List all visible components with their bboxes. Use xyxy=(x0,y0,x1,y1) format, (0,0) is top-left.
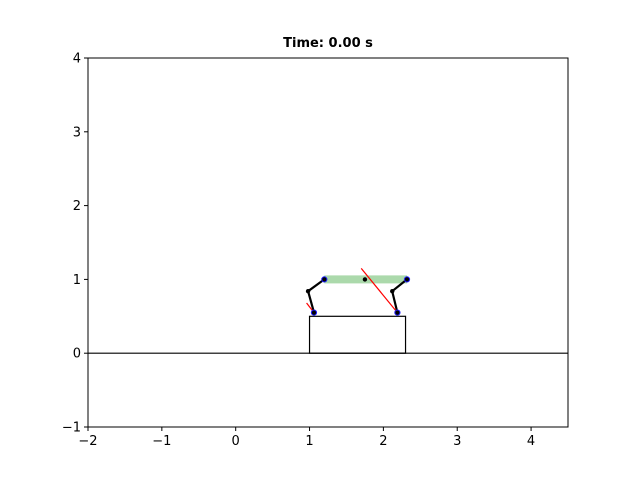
joint-blue-1 xyxy=(321,276,328,283)
box-obstacle xyxy=(308,315,407,354)
x-tick-label: 1 xyxy=(305,434,313,449)
y-tick-label: 1 xyxy=(73,273,81,288)
plot-area xyxy=(88,267,568,354)
joint-black-1 xyxy=(305,289,311,294)
joint-black-2 xyxy=(390,289,395,294)
joint-blue-2 xyxy=(403,276,411,283)
y-tick-label: −1 xyxy=(62,421,81,436)
y-axis: −1 0 1 2 3 4 xyxy=(62,52,88,436)
y-tick-label: 0 xyxy=(73,347,81,362)
x-tick-label: 0 xyxy=(232,434,240,449)
y-tick-label: 2 xyxy=(73,199,81,214)
y-tick-label: 4 xyxy=(73,52,81,67)
x-tick-label: 3 xyxy=(453,434,461,449)
joint-black-3 xyxy=(362,277,368,282)
x-tick-label: 2 xyxy=(379,434,387,449)
x-axis: −2 −1 0 1 2 3 4 xyxy=(78,427,535,449)
joint-blue-4 xyxy=(394,309,401,316)
x-tick-label: 4 xyxy=(527,434,535,449)
joint-blue-3 xyxy=(310,309,318,316)
x-tick-label: −2 xyxy=(78,434,97,449)
axes-frame xyxy=(87,57,569,428)
force-vector-2 xyxy=(360,267,398,313)
x-tick-label: −1 xyxy=(152,434,171,449)
chart-title: Time: 0.00 s xyxy=(283,36,373,51)
y-tick-label: 3 xyxy=(73,125,81,140)
